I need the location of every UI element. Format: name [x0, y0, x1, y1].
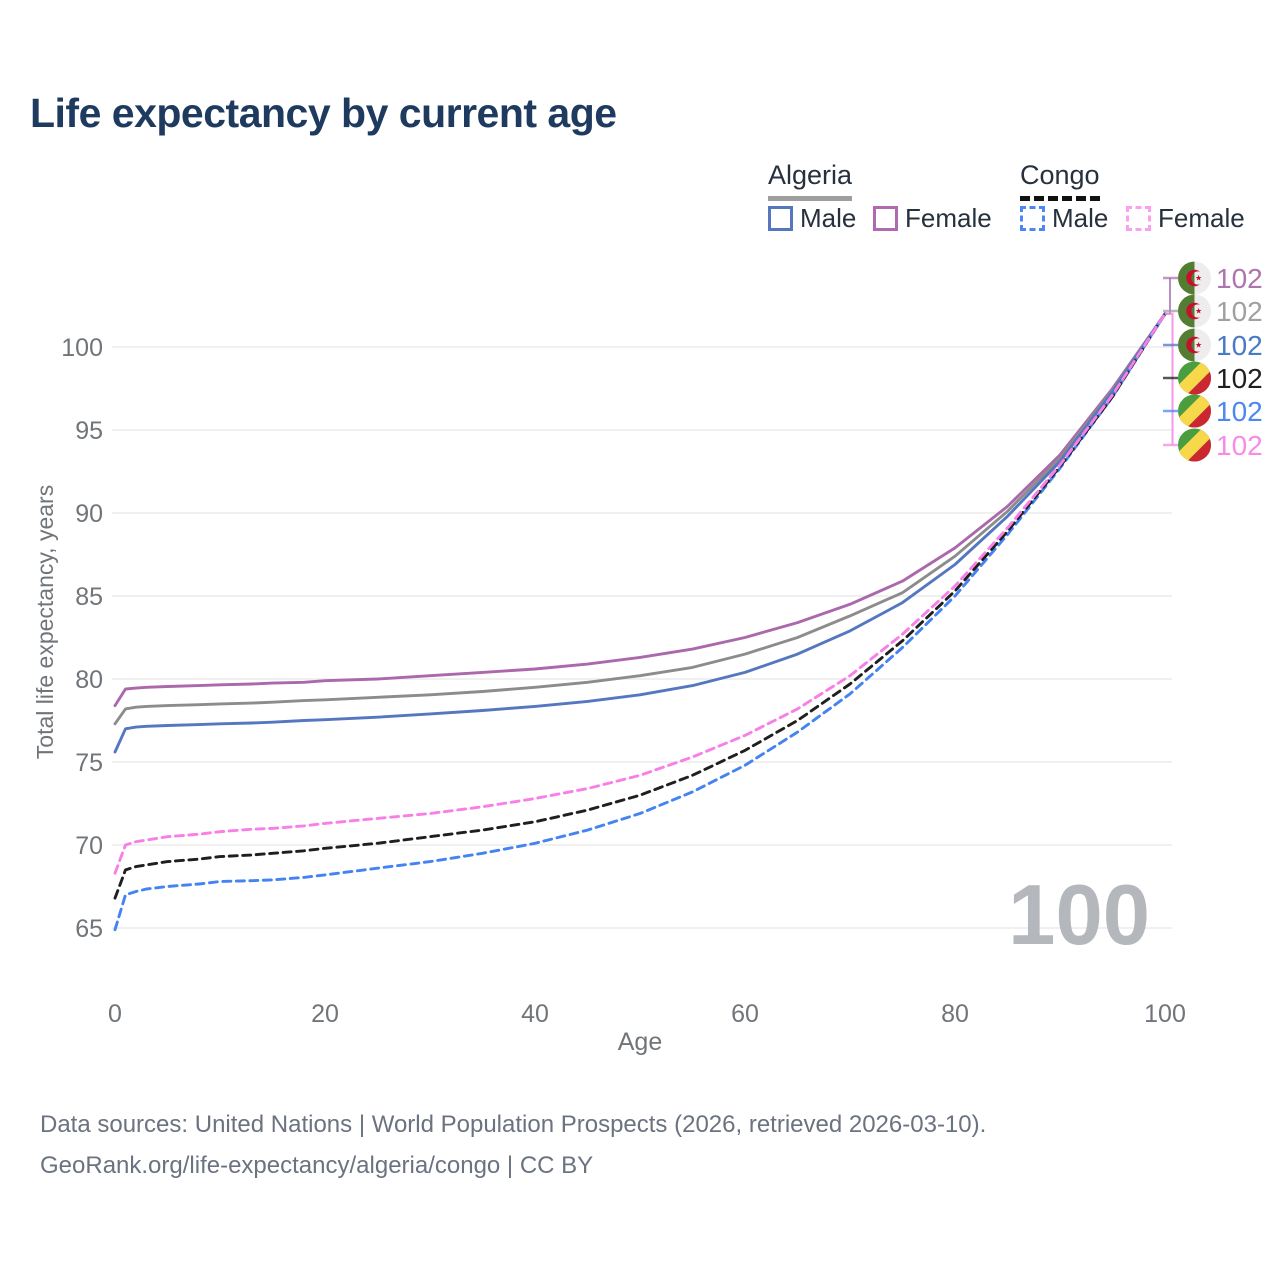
y-tick-label: 65: [75, 915, 103, 943]
watermark-age-value: 100: [1008, 868, 1150, 963]
series-line-algeria-male[interactable]: [113, 312, 1167, 754]
series-line-congo-both[interactable]: [113, 312, 1167, 900]
x-tick-label: 80: [941, 1000, 969, 1028]
leader-line-algeria: [1165, 278, 1171, 315]
legend-label: Female: [905, 203, 992, 233]
legend-item-algeria-male[interactable]: Male: [768, 203, 856, 234]
series-line-algeria-female[interactable]: [113, 312, 1167, 708]
series-line-congo-male[interactable]: [113, 312, 1167, 932]
congo-male-swatch-icon: [1020, 206, 1045, 231]
legend-item-congo-male[interactable]: Male: [1020, 203, 1108, 234]
y-tick-label: 100: [61, 334, 103, 362]
y-tick-label: 90: [75, 500, 103, 528]
x-axis-title: Age: [617, 1028, 663, 1056]
legend-item-algeria-female[interactable]: Female: [873, 203, 992, 234]
flag-icon-congo: [1178, 362, 1211, 395]
legend-label: Female: [1158, 203, 1245, 233]
footer-data-sources: Data sources: United Nations | World Pop…: [40, 1111, 987, 1138]
legend-label: Male: [800, 203, 857, 233]
legend-country-congo[interactable]: Congo: [1020, 160, 1100, 201]
x-tick-label: 60: [731, 1000, 759, 1028]
algeria-female-swatch-icon: [873, 206, 898, 231]
end-value-label-congo-female: 102: [1216, 430, 1263, 461]
footer: Data sources: United Nations | World Pop…: [40, 1104, 986, 1186]
footer-attribution: GeoRank.org/life-expectancy/algeria/cong…: [40, 1152, 594, 1179]
leader-line-congo: [1165, 312, 1174, 445]
legend-country-algeria[interactable]: Algeria: [768, 160, 853, 201]
end-value-label-algeria-both: 102: [1216, 296, 1263, 327]
x-tick-label: 0: [108, 1000, 122, 1028]
y-tick-label: 75: [75, 749, 103, 777]
flag-icon-congo: [1178, 395, 1211, 428]
y-tick-label: 70: [75, 832, 103, 860]
legend-label: Male: [1052, 203, 1109, 233]
series-line-algeria-both[interactable]: [113, 312, 1167, 726]
y-tick-label: 95: [75, 417, 103, 445]
congo-female-swatch-icon: [1126, 206, 1151, 231]
flag-icon-congo: [1178, 429, 1211, 462]
flag-icon-algeria: [1178, 329, 1211, 362]
x-tick-label: 40: [521, 1000, 549, 1028]
flag-icon-algeria: [1178, 295, 1211, 328]
series-line-congo-female[interactable]: [113, 312, 1167, 875]
y-tick-label: 80: [75, 666, 103, 694]
x-tick-label: 100: [1144, 1000, 1186, 1028]
x-tick-label: 20: [311, 1000, 339, 1028]
end-value-label-algeria-female: 102: [1216, 263, 1263, 294]
y-tick-label: 85: [75, 583, 103, 611]
flag-icon-algeria: [1178, 262, 1211, 295]
page-title: Life expectancy by current age: [30, 90, 617, 136]
legend-item-congo-female[interactable]: Female: [1126, 203, 1245, 234]
end-value-label-congo-male: 102: [1216, 396, 1263, 427]
end-value-label-congo-both: 102: [1216, 363, 1263, 394]
end-value-label-algeria-male: 102: [1216, 330, 1263, 361]
algeria-male-swatch-icon: [768, 206, 793, 231]
